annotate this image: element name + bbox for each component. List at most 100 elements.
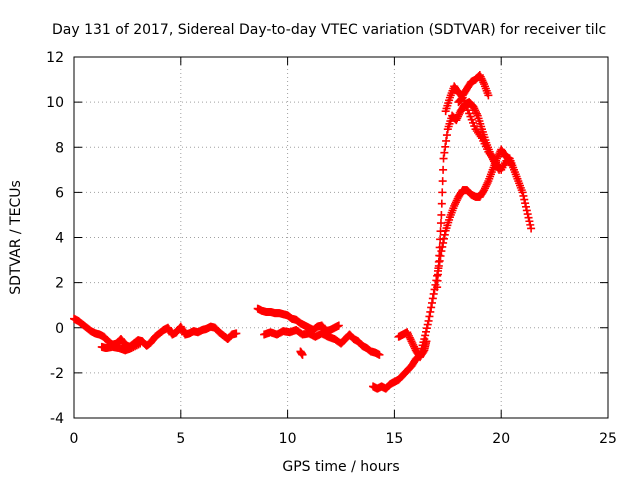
data-point [424, 316, 433, 325]
data-point [232, 329, 241, 338]
data-point [477, 74, 486, 83]
data-point [471, 106, 480, 115]
data-point [451, 198, 460, 207]
data-point [440, 148, 449, 157]
data-point [484, 91, 493, 100]
data-point [440, 230, 449, 239]
data-point [429, 289, 438, 298]
y-tick-label: 12 [46, 50, 64, 66]
y-axis-label: SDTVAR / TECUs [8, 180, 24, 295]
data-point [478, 76, 487, 85]
data-point [526, 220, 535, 229]
data-point [436, 235, 445, 244]
data-point [410, 342, 419, 351]
data-point [406, 335, 415, 344]
data-point [481, 182, 490, 191]
data-point [422, 337, 431, 346]
data-point [482, 180, 491, 189]
data-point [476, 132, 485, 141]
y-tick-label: 0 [55, 321, 64, 337]
data-point [519, 191, 528, 200]
y-tick-label: 10 [46, 95, 64, 111]
data-point [437, 247, 446, 256]
data-point [438, 188, 447, 197]
data-point [408, 339, 417, 348]
data-point [436, 219, 445, 228]
y-tick-label: 8 [55, 140, 64, 156]
data-point [428, 294, 437, 303]
data-point [423, 320, 432, 329]
data-point [375, 350, 384, 359]
x-tick-label: 5 [176, 431, 185, 447]
data-point [405, 333, 414, 342]
data-point [450, 201, 459, 210]
data-point [438, 177, 447, 186]
data-point [134, 340, 143, 349]
data-point [523, 210, 532, 219]
data-point [442, 131, 451, 140]
data-point [483, 178, 492, 187]
data-point [409, 340, 418, 349]
data-point [442, 136, 451, 145]
data-point [437, 210, 446, 219]
data-point [454, 112, 463, 121]
data-point [480, 184, 489, 193]
data-point [479, 78, 488, 87]
data-point [525, 217, 534, 226]
data-point [439, 154, 448, 163]
data-point [421, 331, 430, 340]
data-point [518, 188, 527, 197]
data-point [472, 109, 481, 118]
data-point [403, 328, 412, 337]
data-points [70, 71, 536, 393]
data-point [475, 71, 484, 80]
x-tick-label: 25 [599, 431, 617, 447]
data-point [471, 108, 480, 117]
x-tick-label: 20 [492, 431, 510, 447]
x-tick-label: 0 [70, 431, 79, 447]
data-point [404, 331, 413, 340]
data-point [441, 142, 450, 151]
grid-lines [74, 57, 608, 418]
data-point [436, 227, 445, 236]
data-point [507, 161, 516, 170]
data-point [451, 200, 460, 209]
data-point [522, 206, 531, 215]
data-point [439, 165, 448, 174]
data-point [426, 307, 435, 316]
y-tick-label: 4 [55, 231, 64, 247]
data-point [469, 102, 478, 111]
y-axis-ticks: -4 -2 0 2 4 6 8 10 12 [46, 50, 608, 427]
y-tick-label: 6 [55, 185, 64, 201]
x-tick-label: 10 [279, 431, 297, 447]
data-point [454, 110, 463, 119]
data-point [427, 303, 436, 312]
data-point [470, 104, 479, 113]
data-point [452, 196, 461, 205]
data-point [422, 327, 431, 336]
data-point [521, 199, 530, 208]
data-point [407, 337, 416, 346]
y-tick-label: -2 [50, 366, 64, 382]
data-point [437, 199, 446, 208]
data-point [422, 324, 431, 333]
data-point [520, 195, 529, 204]
data-point [453, 114, 462, 123]
x-tick-label: 15 [385, 431, 403, 447]
data-point [521, 202, 530, 211]
data-point [136, 339, 145, 348]
data-point [476, 72, 485, 81]
data-point [404, 330, 413, 339]
data-point [524, 213, 533, 222]
data-point [425, 312, 434, 321]
data-point [435, 251, 444, 260]
y-tick-label: 2 [55, 276, 64, 292]
data-point [298, 350, 307, 359]
y-tick-label: -4 [50, 411, 64, 427]
data-point [507, 159, 516, 168]
x-axis-label: GPS time / hours [282, 459, 399, 475]
data-point [527, 224, 536, 233]
x-axis-ticks: 0 5 10 15 20 25 [70, 57, 617, 447]
data-point [480, 186, 489, 195]
